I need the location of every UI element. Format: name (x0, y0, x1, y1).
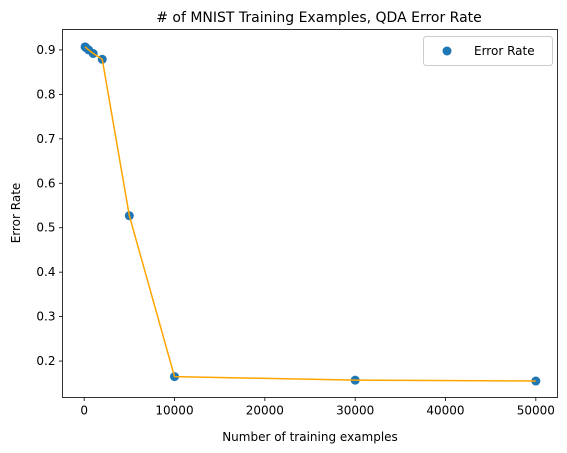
chart-title: # of MNIST Training Examples, QDA Error … (156, 10, 482, 26)
legend-marker (442, 46, 452, 56)
y-tick-label: 0.3 (36, 310, 55, 324)
plot-frame (62, 29, 558, 398)
y-axis: 0.2 0.3 0.4 0.5 0.6 0.7 0.8 0.9 (36, 43, 63, 368)
x-tick-label: 50000 (517, 404, 555, 418)
y-tick-label: 0.2 (36, 354, 55, 368)
x-axis: 0 10000 20000 30000 40000 50000 (80, 397, 555, 418)
y-tick-label: 0.4 (36, 265, 55, 279)
y-tick-label: 0.5 (36, 221, 55, 235)
legend-label: Error Rate (474, 44, 535, 58)
x-tick-label: 0 (80, 404, 88, 418)
x-axis-title: Number of training examples (222, 430, 398, 444)
x-tick-label: 40000 (426, 404, 464, 418)
x-tick-label: 20000 (246, 404, 284, 418)
y-tick-label: 0.9 (36, 43, 55, 57)
series-line (84, 46, 536, 382)
y-tick-label: 0.6 (36, 176, 55, 190)
legend-box (423, 36, 553, 66)
y-tick-label: 0.8 (36, 87, 55, 101)
x-tick-label: 30000 (336, 404, 374, 418)
x-tick-label: 10000 (155, 404, 193, 418)
legend: Error Rate (423, 36, 553, 66)
plot-area (80, 42, 541, 386)
y-axis-title: Error Rate (9, 183, 23, 244)
y-tick-label: 0.7 (36, 132, 55, 146)
